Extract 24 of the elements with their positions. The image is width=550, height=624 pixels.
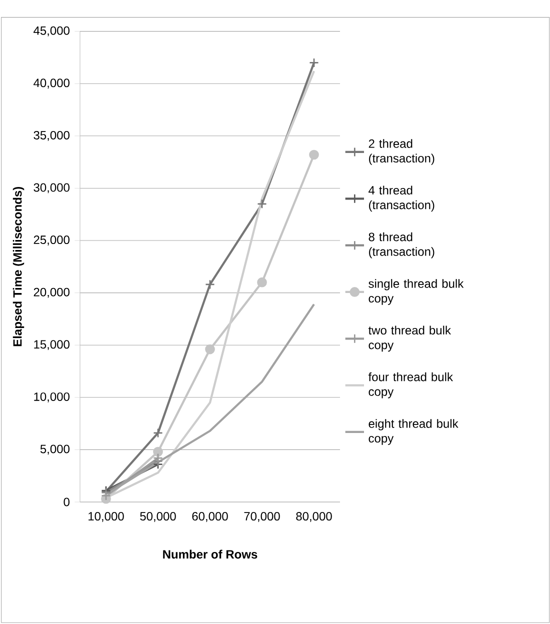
- y-tick-label: 30,000: [34, 183, 70, 194]
- y-axis-title: Elapsed Time (Milliseconds): [12, 187, 24, 346]
- y-tick-label: 0: [64, 498, 70, 506]
- y-tick-label: 25,000: [34, 236, 70, 246]
- y-tick-label: 5,000: [40, 444, 70, 455]
- y-tick-label: 10,000: [34, 392, 70, 402]
- y-tick-label: 15,000: [34, 340, 70, 350]
- legend-label: eight thread bulk copy: [368, 419, 458, 445]
- legend-label: single thread bulk copy: [368, 279, 464, 305]
- legend-label: four thread bulk copy: [368, 372, 453, 398]
- y-tick-label: 45,000: [34, 26, 70, 36]
- y-tick-label: 35,000: [34, 130, 70, 141]
- y-tick-label: 40,000: [34, 78, 70, 89]
- x-tick-label: 70,000: [244, 512, 280, 522]
- legend-label: two thread bulk copy: [368, 326, 451, 352]
- x-tick-label: 50,000: [140, 512, 176, 522]
- y-tick-label: 20,000: [34, 288, 70, 298]
- legend-label: 4 thread (transaction): [368, 186, 434, 212]
- x-tick-label: 60,000: [192, 512, 228, 522]
- x-tick-label: 80,000: [296, 512, 332, 522]
- x-tick-label: 10,000: [88, 512, 124, 522]
- legend-label: 8 thread (transaction): [368, 232, 434, 258]
- x-axis-title: Number of Rows: [163, 550, 258, 559]
- legend-label: 2 thread (transaction): [368, 139, 434, 165]
